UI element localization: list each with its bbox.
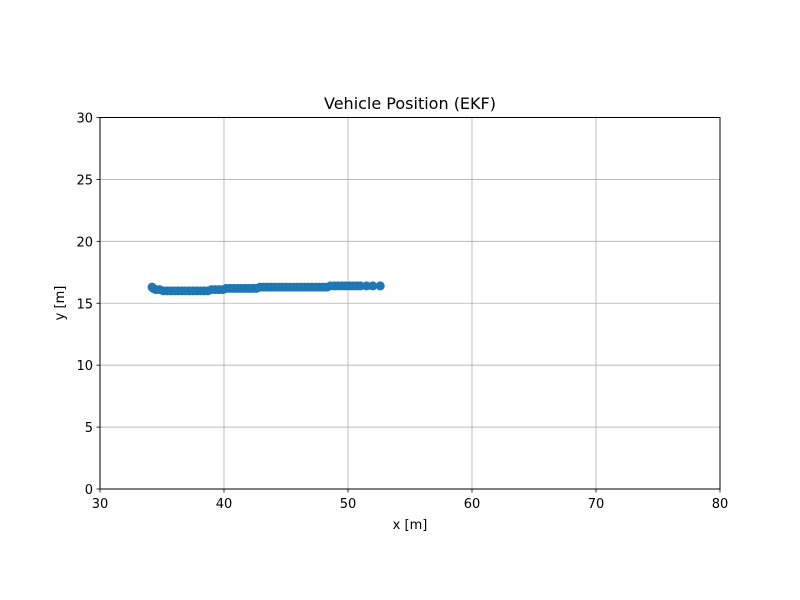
data-point <box>368 281 378 291</box>
y-tick-label: 15 <box>76 297 93 312</box>
x-tick-label: 30 <box>92 497 109 512</box>
x-axis-ticks: 30 40 50 60 70 80 <box>92 489 729 512</box>
y-tick-label: 30 <box>76 112 93 127</box>
y-axis-ticks: 0 5 10 15 20 25 30 <box>76 112 100 498</box>
data-point <box>362 281 372 291</box>
chart-title: Vehicle Position (EKF) <box>324 94 496 113</box>
y-tick-label: 0 <box>85 483 93 498</box>
y-axis-label: y [m] <box>53 286 68 321</box>
data-points <box>147 281 385 296</box>
x-tick-label: 50 <box>340 497 357 512</box>
x-tick-label: 60 <box>464 497 481 512</box>
x-tick-label: 40 <box>216 497 233 512</box>
y-tick-label: 25 <box>76 173 93 188</box>
x-tick-label: 80 <box>712 497 729 512</box>
y-tick-label: 5 <box>85 421 93 436</box>
data-point <box>355 281 365 291</box>
x-axis-label: x [m] <box>393 518 428 533</box>
y-tick-label: 20 <box>76 235 93 250</box>
x-tick-label: 70 <box>588 497 605 512</box>
data-point <box>375 281 385 291</box>
y-tick-label: 10 <box>76 359 93 374</box>
